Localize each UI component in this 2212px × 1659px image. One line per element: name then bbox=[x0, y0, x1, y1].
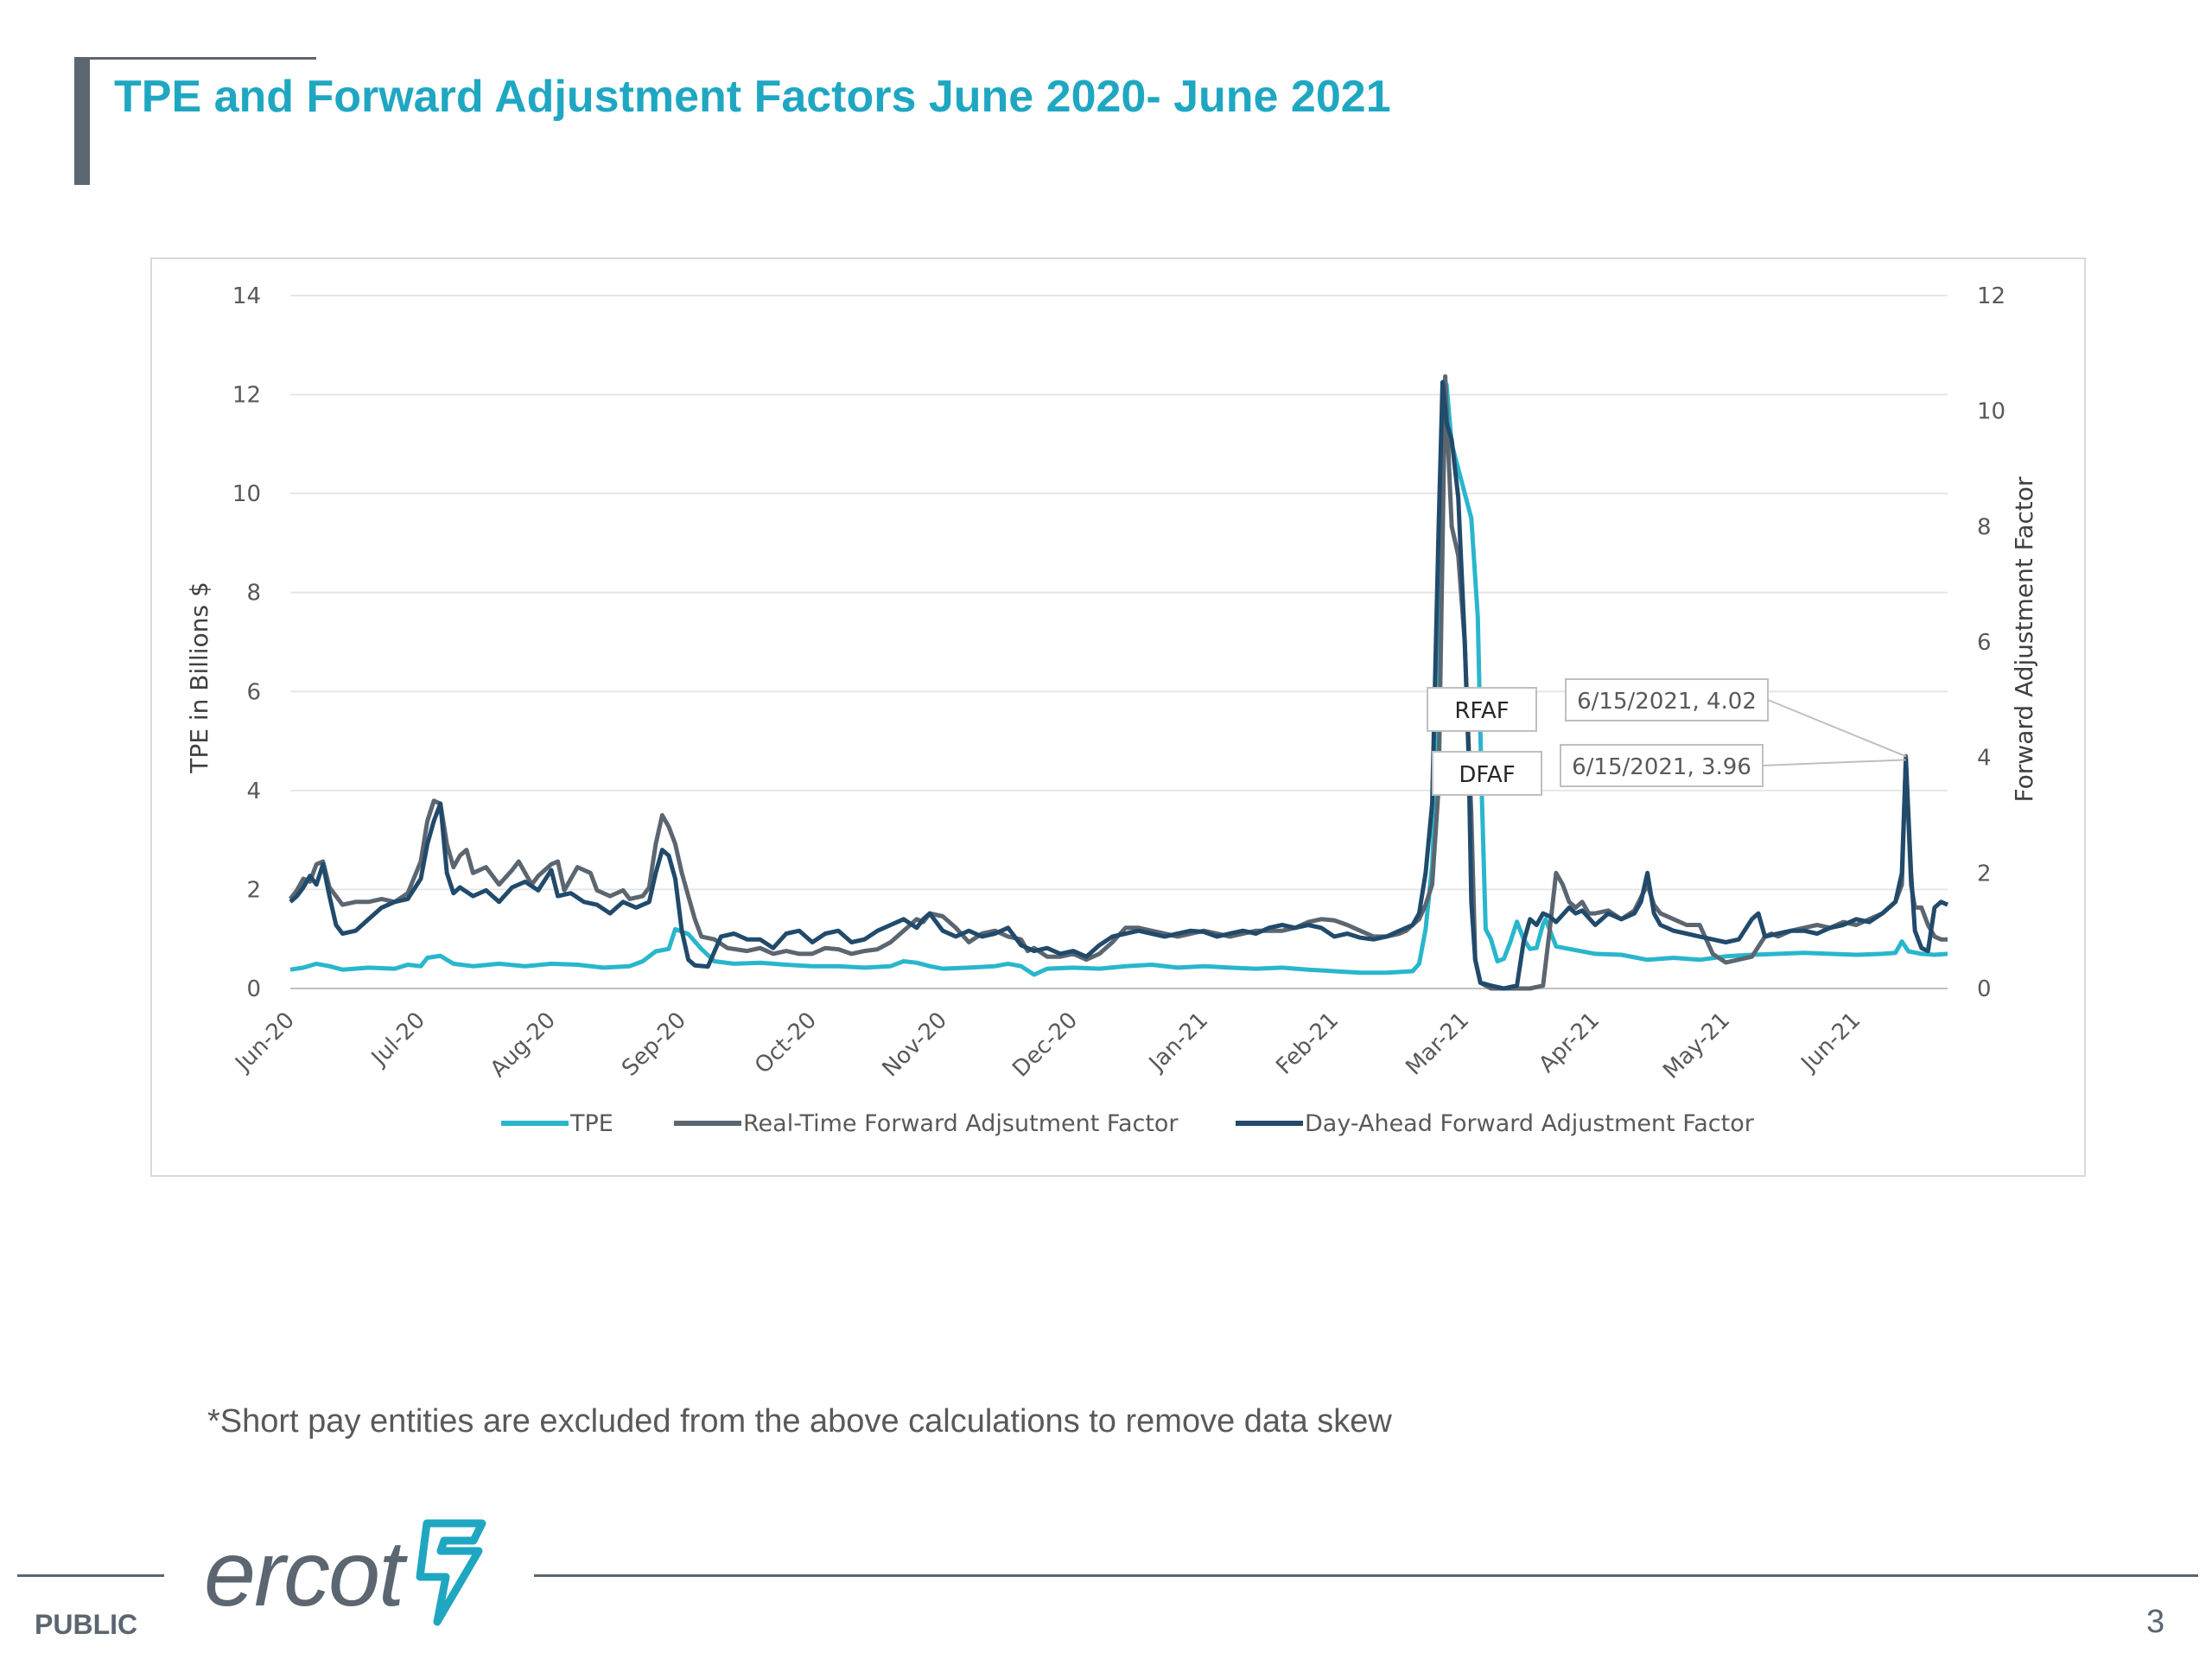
x-tick-label: Oct-20 bbox=[750, 1007, 822, 1079]
footnote: *Short pay entities are excluded from th… bbox=[207, 1403, 1392, 1440]
y-right-tick-label: 0 bbox=[1977, 976, 1992, 1002]
x-tick-label: Jun-21 bbox=[1796, 1007, 1866, 1077]
y-left-tick-label: 6 bbox=[246, 679, 261, 705]
series-line-2 bbox=[289, 379, 1948, 991]
x-tick-label: Jul-20 bbox=[365, 1007, 430, 1072]
chart-frame: 0 2 4 6 8 10 12 14 0 2 4 6 8 10 12 Jun-20 Jul-20 Aug-20 Se… bbox=[150, 257, 2086, 1177]
y-axis-left-title: TPE in Billions $ bbox=[185, 582, 213, 774]
x-tick-label: Feb-21 bbox=[1271, 1007, 1344, 1080]
y-axis-right-title: Forward Adjustment Factor bbox=[2010, 476, 2038, 802]
y-left-tick-label: 2 bbox=[246, 877, 261, 903]
footer-rule-left bbox=[17, 1574, 164, 1577]
chart: 0 2 4 6 8 10 12 14 0 2 4 6 8 10 12 Jun-20 Jul-20 Aug-20 Se… bbox=[185, 283, 2038, 1137]
title-accent-bar bbox=[74, 57, 90, 185]
y-right-tick-label: 2 bbox=[1977, 861, 1992, 887]
x-tick-label: Nov-20 bbox=[877, 1007, 952, 1083]
y-right-tick-label: 12 bbox=[1977, 283, 2005, 309]
page-number: 3 bbox=[2146, 1604, 2165, 1640]
x-tick-label: Apr-21 bbox=[1534, 1007, 1605, 1078]
y-left-tick-label: 8 bbox=[246, 581, 261, 607]
annotation-label-box bbox=[1427, 687, 1537, 732]
y-left-tick-label: 12 bbox=[232, 383, 261, 409]
x-tick-label: Dec-20 bbox=[1007, 1007, 1083, 1083]
annotation-point-label: 6/15/2021, 4.02 bbox=[1577, 689, 1757, 715]
x-tick-label: May-21 bbox=[1658, 1007, 1735, 1084]
x-tick-label: Jan-21 bbox=[1143, 1007, 1213, 1077]
y-left-tick-label: 10 bbox=[232, 481, 261, 507]
annotation-leader bbox=[1767, 699, 1907, 758]
footer-rule-right bbox=[534, 1574, 2198, 1577]
y-right-tick-label: 10 bbox=[1977, 399, 2005, 425]
annotation-series-label: RFAF bbox=[1454, 698, 1509, 724]
y-right-tick-label: 6 bbox=[1977, 630, 1992, 656]
slide-title: TPE and Forward Adjustment Factors June … bbox=[114, 72, 1391, 122]
x-tick-label: Sep-20 bbox=[617, 1007, 691, 1082]
y-right-tick-label: 8 bbox=[1977, 514, 1992, 540]
annotation-value-box bbox=[1560, 744, 1764, 787]
y-left-tick-label: 4 bbox=[246, 779, 261, 804]
annotation-point-label: 6/15/2021, 3.96 bbox=[1572, 754, 1751, 780]
logo-wordmark: ercot bbox=[204, 1520, 404, 1625]
x-tick-label: Aug-20 bbox=[486, 1007, 561, 1083]
y-left-tick-label: 14 bbox=[232, 283, 261, 309]
y-right-tick-label: 4 bbox=[1977, 746, 1992, 772]
classification-label: PUBLIC bbox=[35, 1609, 138, 1640]
annotation-value-box bbox=[1565, 678, 1769, 721]
legend-label: TPE bbox=[569, 1110, 613, 1137]
legend-label: Real-Time Forward Adjsutment Factor bbox=[743, 1110, 1179, 1137]
legend-label: Day-Ahead Forward Adjustment Factor bbox=[1305, 1110, 1755, 1137]
lightning-bolt-icon bbox=[416, 1519, 486, 1626]
annotation-leader bbox=[1762, 759, 1906, 766]
series-line-0 bbox=[289, 382, 1948, 977]
annotation-label-box bbox=[1432, 751, 1542, 796]
y-left-tick-label: 0 bbox=[246, 976, 261, 1002]
ercot-logo: ercot bbox=[204, 1512, 498, 1633]
x-tick-label: Mar-21 bbox=[1401, 1007, 1474, 1081]
title-rule bbox=[74, 57, 316, 60]
x-tick-label: Jun-20 bbox=[230, 1007, 300, 1077]
annotation-series-label: DFAF bbox=[1459, 762, 1515, 788]
